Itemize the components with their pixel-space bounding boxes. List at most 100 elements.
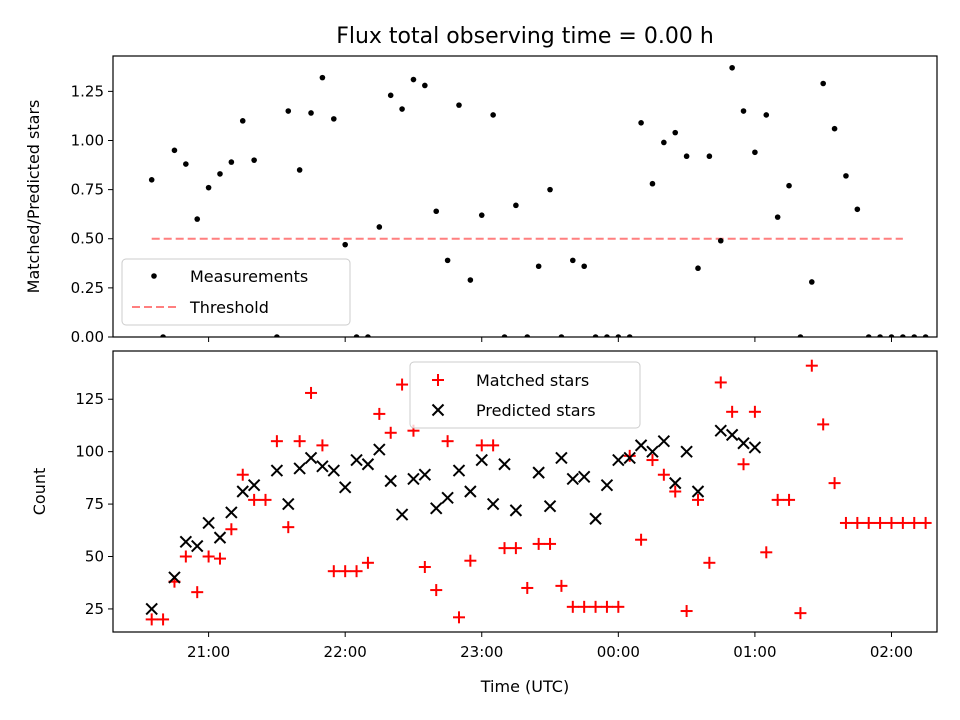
y-tick-label: 50	[85, 548, 104, 566]
measurement-point	[683, 153, 690, 160]
predicted-star-point	[191, 539, 204, 553]
legend-marker-matched	[432, 374, 444, 386]
measurement-point	[524, 334, 531, 337]
matched-star-point	[270, 435, 283, 448]
matched-star-point	[327, 565, 340, 578]
matched-star-point	[157, 613, 170, 626]
measurement-point	[774, 214, 781, 220]
measurement-point	[900, 334, 906, 337]
matched-star-point	[817, 418, 830, 431]
y-tick-label: 75	[85, 495, 104, 513]
matched-star-point	[418, 560, 431, 573]
matched-star-point	[669, 485, 682, 498]
matched-star-point	[908, 516, 921, 529]
measurement-point	[558, 334, 565, 337]
predicted-star-point	[247, 479, 261, 492]
measurement-point	[319, 74, 326, 81]
matched-star-point	[600, 600, 613, 613]
x-tick-label: 00:00	[597, 643, 640, 661]
predicted-star-point	[543, 499, 557, 513]
measurement-point	[752, 149, 758, 156]
measurement-point	[922, 334, 929, 337]
matched-star-point	[635, 533, 648, 546]
matched-star-point	[612, 600, 625, 613]
measurement-point	[501, 334, 508, 337]
matched-star-point	[566, 600, 579, 613]
predicted-star-point	[225, 506, 238, 519]
measurement-point	[387, 92, 394, 99]
predicted-star-point	[623, 451, 636, 465]
measurement-point	[695, 265, 701, 272]
y-tick-label: 1.25	[71, 82, 104, 100]
matched-star-point	[783, 493, 796, 506]
measurement-point	[285, 108, 292, 114]
bottom-panel: 25 50 75 100 125 21:00 22:00 23:00 00:00 01:00 02:…	[30, 350, 938, 661]
predicted-star-point	[657, 434, 671, 448]
predicted-star-point	[407, 472, 420, 486]
y-axis-label: Count	[30, 468, 49, 516]
measurement-point	[786, 182, 792, 189]
measurement-point	[478, 212, 485, 218]
predicted-star-point	[452, 464, 466, 477]
predicted-star-point	[441, 491, 454, 504]
matched-star-point	[339, 565, 352, 578]
measurement-point	[410, 76, 417, 83]
measurement-point	[194, 216, 201, 222]
matched-star-point	[350, 565, 363, 578]
legend: Measurements Threshold	[121, 258, 351, 326]
predicted-star-point	[418, 468, 432, 481]
predicted-star-point	[509, 504, 523, 517]
legend-label-matched: Matched stars	[476, 371, 589, 390]
y-tick-label: 125	[75, 390, 104, 408]
matched-star-point	[509, 542, 522, 555]
predicted-star-point	[498, 458, 511, 471]
measurement-point	[171, 147, 178, 154]
predicted-star-point	[293, 462, 306, 475]
predicted-star-point	[384, 474, 397, 488]
legend-box	[121, 258, 351, 326]
measurement-point	[160, 334, 166, 337]
measurement-point	[535, 263, 542, 270]
predicted-star-point	[270, 464, 284, 477]
predicted-star-point	[213, 531, 227, 544]
matched-star-point	[521, 581, 534, 594]
predicted-star-point	[145, 602, 158, 616]
matched-star-point	[498, 542, 511, 555]
predicted-star-point	[714, 424, 727, 437]
measurement-point	[183, 161, 189, 167]
matched-star-point	[828, 477, 841, 490]
matched-star-point	[236, 468, 249, 481]
x-tick-label: 21:00	[187, 643, 230, 661]
legend-marker-predicted	[431, 403, 445, 417]
measurement-point	[877, 334, 883, 337]
y-tick-label: 0.75	[71, 181, 104, 199]
matched-star-point	[373, 407, 386, 420]
matched-star-point	[589, 600, 602, 613]
matched-star-point	[874, 516, 887, 529]
predicted-star-point	[361, 458, 375, 471]
axes-frame	[112, 350, 938, 633]
y-tick-label: 25	[85, 600, 104, 618]
measurement-point	[274, 334, 280, 337]
measurement-point	[376, 224, 383, 230]
predicted-star-point	[612, 453, 625, 467]
top-panel: 0.00 0.25 0.50 0.75 1.00 1.25 Matched/Predicte…	[24, 55, 938, 346]
plot-area	[145, 359, 932, 626]
matched-star-point	[532, 537, 545, 550]
legend: Matched stars Predicted stars	[409, 361, 641, 429]
measurement-point	[672, 129, 679, 136]
predicted-star-point	[350, 453, 363, 467]
predicted-star-point	[669, 476, 682, 490]
matched-star-point	[361, 556, 374, 569]
measurement-point	[205, 184, 212, 191]
measurement-point	[239, 118, 246, 124]
measurement-point	[467, 277, 474, 283]
measurement-point	[831, 125, 838, 132]
predicted-star-point	[634, 439, 648, 452]
measurement-point	[888, 334, 895, 337]
matched-star-point	[851, 516, 864, 529]
matched-star-point	[475, 439, 488, 452]
measurement-point	[513, 202, 519, 209]
y-tick-label: 0.50	[71, 230, 104, 248]
matched-star-point	[293, 435, 306, 448]
